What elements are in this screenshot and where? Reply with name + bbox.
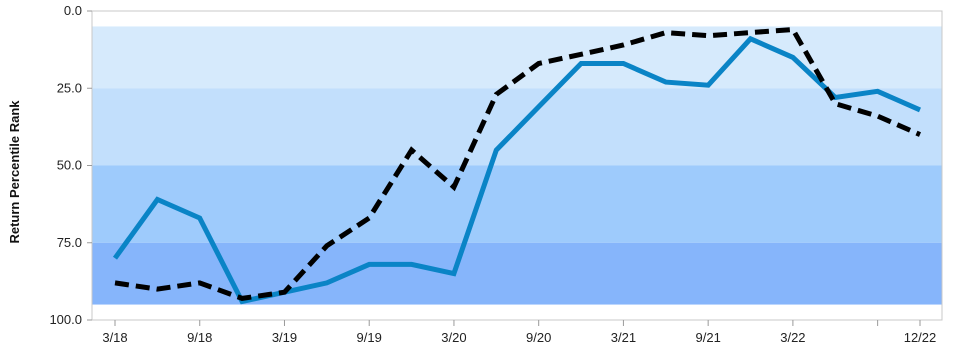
y-tick-label: 25.0	[57, 80, 82, 95]
y-tick-label: 50.0	[57, 158, 82, 173]
percentile-bands	[92, 26, 942, 305]
y-tick-label: 75.0	[57, 235, 82, 250]
y-tick-label: 100.0	[49, 312, 82, 327]
percentile-band-3	[92, 165, 942, 243]
percentile-band-4	[92, 242, 942, 305]
x-tick-label: 3/19	[272, 330, 297, 345]
x-tick-label: 3/18	[102, 330, 127, 345]
x-tick-label: 3/21	[611, 330, 636, 345]
x-tick-label: 9/18	[187, 330, 212, 345]
x-tick-label: 9/20	[526, 330, 551, 345]
series-group	[112, 26, 922, 305]
y-axis-title: Return Percentile Rank	[7, 100, 22, 244]
y-axis: 0.0 25.0 50.0 75.0 100.0	[49, 3, 92, 327]
x-tick-label: 9/21	[696, 330, 721, 345]
y-tick-label: 0.0	[64, 3, 82, 18]
x-tick-label: 3/22	[780, 330, 805, 345]
x-tick-label: 12/22	[904, 330, 937, 345]
x-tick-label: 3/20	[441, 330, 466, 345]
series-line-1-solid	[112, 35, 922, 305]
series-line-2-dashed	[114, 26, 921, 301]
x-tick-label: 9/19	[357, 330, 382, 345]
x-axis: 3/18 9/18 3/19 9/19 3/20 9/20 3/21 9/21 3/22 12/2…	[102, 320, 936, 345]
